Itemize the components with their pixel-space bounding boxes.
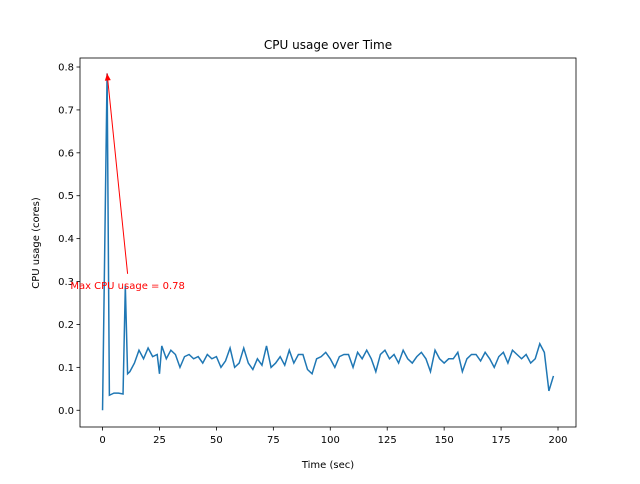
y-tick-label: 0.1	[58, 363, 74, 374]
annotation-arrowhead	[104, 73, 111, 81]
x-axis-label: Time (sec)	[301, 460, 354, 471]
x-tick-label: 25	[153, 435, 166, 446]
y-tick-label: 0.7	[58, 105, 74, 116]
y-tick-label: 0.2	[58, 320, 74, 331]
x-tick-label: 75	[267, 435, 280, 446]
x-tick-label: 0	[99, 435, 105, 446]
annotation-text: Max CPU usage = 0.78	[70, 281, 185, 292]
y-tick-label: 0.6	[58, 148, 74, 159]
plot-frame	[79, 57, 577, 428]
x-tick-label: 175	[492, 435, 511, 446]
y-tick-label: 0.4	[58, 234, 74, 245]
x-tick-label: 100	[321, 435, 340, 446]
chart-title: CPU usage over Time	[264, 38, 392, 52]
x-tick-label: 125	[378, 435, 397, 446]
y-tick-label: 0.3	[58, 277, 74, 288]
x-tick-label: 200	[548, 435, 567, 446]
x-tick-label: 50	[210, 435, 223, 446]
y-axis-label: CPU usage (cores)	[31, 197, 42, 289]
annotation-arrow	[106, 73, 129, 274]
line	[101, 73, 555, 411]
y-tick-label: 0.8	[58, 63, 74, 74]
y-tick-label: 0.5	[58, 191, 74, 202]
y-tick-label: 0.0	[58, 406, 74, 417]
x-tick-label: 150	[435, 435, 454, 446]
